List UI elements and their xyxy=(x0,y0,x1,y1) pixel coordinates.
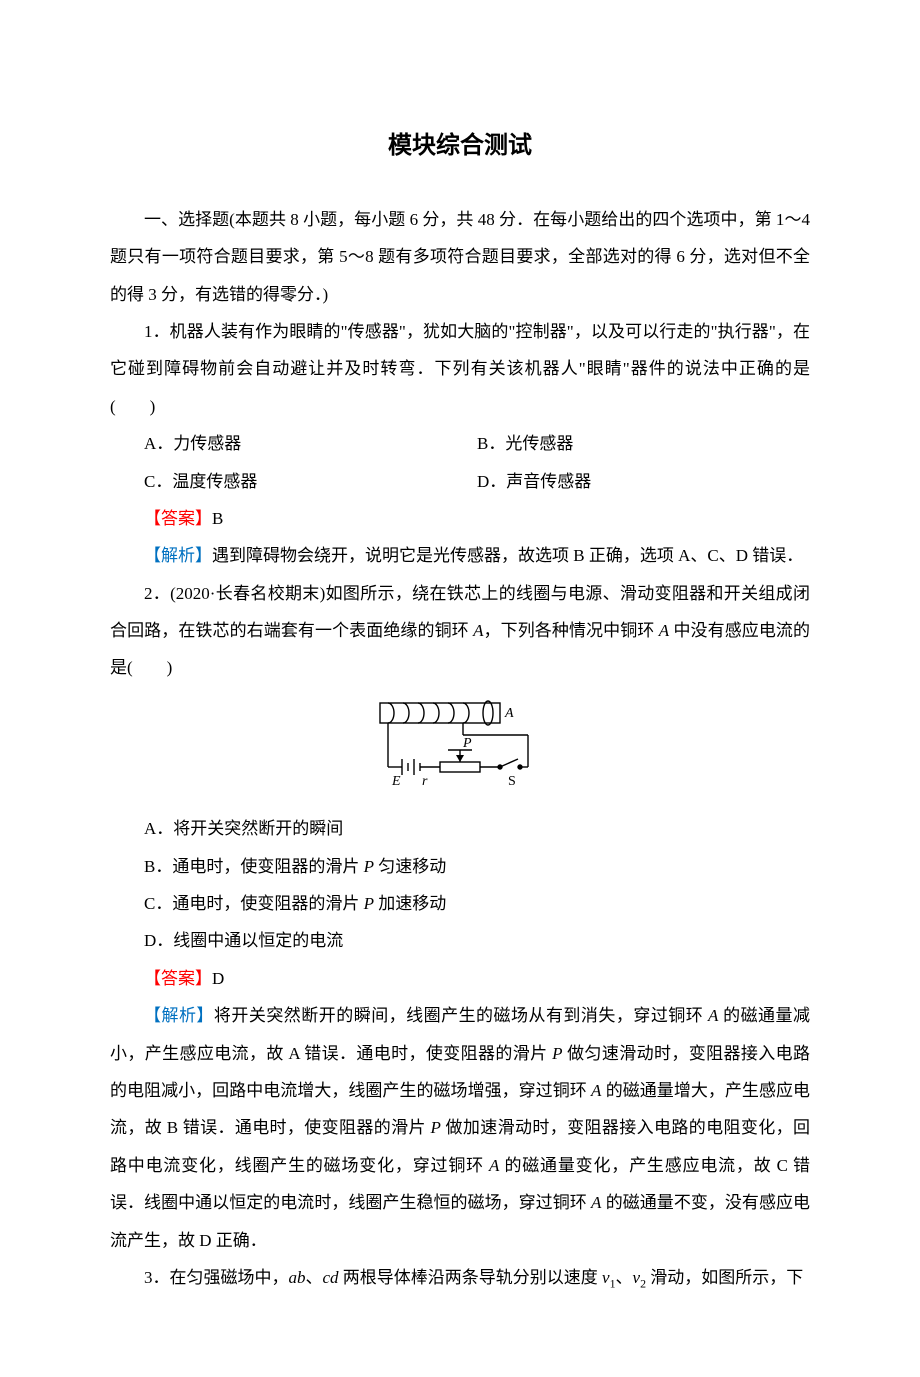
q1-option-d: D．声音传感器 xyxy=(477,463,810,500)
q2-option-c: C．通电时，使变阻器的滑片 P 加速移动 xyxy=(110,885,810,922)
fig-label-a: A xyxy=(504,706,514,721)
q2-exp-sym2: P xyxy=(552,1044,562,1063)
q2-option-d: D．线圈中通以恒定的电流 xyxy=(110,922,810,959)
q3-stem: 3．在匀强磁场中，ab、cd 两根导体棒沿两条导轨分别以速度 v1、v2 滑动，… xyxy=(110,1259,810,1297)
q2-answer-label: 【答案】 xyxy=(144,969,212,988)
q3-stem-d: 、 xyxy=(616,1268,633,1287)
q1-explain-label: 【解析】 xyxy=(144,546,212,565)
q1-answer-value: B xyxy=(212,509,223,528)
q3-sym-ab: ab xyxy=(289,1268,306,1287)
q1-option-a: A．力传感器 xyxy=(144,425,477,462)
q2-exp-sym4: P xyxy=(431,1118,441,1137)
fig-label-e: E xyxy=(391,774,401,789)
q2-exp-a: 将开关突然断开的瞬间，线圈产生的磁场从有到消失，穿过铜环 xyxy=(214,1006,708,1025)
q2-explain-label: 【解析】 xyxy=(144,1006,214,1025)
q2-answer: 【答案】D xyxy=(110,960,810,997)
q2-stem: 2．(2020·长春名校期末)如图所示，绕在铁芯上的线圈与电源、滑动变阻器和开关… xyxy=(110,575,810,687)
q1-options-row2: C．温度传感器 D．声音传感器 xyxy=(110,463,810,500)
q1-option-c: C．温度传感器 xyxy=(144,463,477,500)
q3-sym-cd: cd xyxy=(323,1268,339,1287)
q2-optb-p: P xyxy=(364,857,374,876)
q1-answer-label: 【答案】 xyxy=(144,509,212,528)
q2-exp-sym1: A xyxy=(708,1006,718,1025)
q2-optb-b: 匀速移动 xyxy=(374,857,446,876)
q3-sym-v1: v xyxy=(602,1268,610,1287)
q2-optc-a: C．通电时，使变阻器的滑片 xyxy=(144,894,364,913)
fig-label-s: S xyxy=(508,774,516,789)
q2-answer-value: D xyxy=(212,969,224,988)
q1-option-b: B．光传感器 xyxy=(477,425,810,462)
page-title: 模块综合测试 xyxy=(110,120,810,173)
q2-stem-sym-a1: A xyxy=(473,621,483,640)
q2-figure: A E r P S xyxy=(110,695,810,804)
q1-stem: 1．机器人装有作为眼睛的"传感器"，犹如大脑的"控制器"，以及可以行走的"执行器… xyxy=(110,313,810,425)
q2-stem-b: ，下列各种情况中铜环 xyxy=(483,621,658,640)
q3-sym-v2: v xyxy=(633,1268,641,1287)
q3-stem-a: 3．在匀强磁场中， xyxy=(144,1268,289,1287)
q2-exp-sym3: A xyxy=(591,1081,601,1100)
fig-label-r: r xyxy=(422,774,428,789)
q3-stem-b: 、 xyxy=(306,1268,323,1287)
q2-exp-sym6: A xyxy=(591,1193,601,1212)
q2-optc-p: P xyxy=(364,894,374,913)
q1-answer: 【答案】B xyxy=(110,500,810,537)
q2-option-a: A．将开关突然断开的瞬间 xyxy=(110,810,810,847)
q1-explain-text: 遇到障碍物会绕开，说明它是光传感器，故选项 B 正确，选项 A、C、D 错误． xyxy=(212,546,803,565)
q1-options-row1: A．力传感器 B．光传感器 xyxy=(110,425,810,462)
q1-explanation: 【解析】遇到障碍物会绕开，说明它是光传感器，故选项 B 正确，选项 A、C、D … xyxy=(110,537,810,574)
q2-option-b: B．通电时，使变阻器的滑片 P 匀速移动 xyxy=(110,848,810,885)
q2-exp-sym5: A xyxy=(489,1156,499,1175)
fig-label-p: P xyxy=(462,736,472,751)
q2-optb-a: B．通电时，使变阻器的滑片 xyxy=(144,857,364,876)
q2-explanation: 【解析】将开关突然断开的瞬间，线圈产生的磁场从有到消失，穿过铜环 A 的磁通量减… xyxy=(110,997,810,1259)
q2-optc-b: 加速移动 xyxy=(374,894,446,913)
q2-stem-sym-a2: A xyxy=(659,621,669,640)
section-instructions: 一、选择题(本题共 8 小题，每小题 6 分，共 48 分．在每小题给出的四个选… xyxy=(110,201,810,313)
q3-stem-e: 滑动，如图所示，下 xyxy=(646,1268,803,1287)
circuit-diagram-icon: A E r P S xyxy=(360,695,560,791)
q3-stem-c: 两根导体棒沿两条导轨分别以速度 xyxy=(339,1268,603,1287)
